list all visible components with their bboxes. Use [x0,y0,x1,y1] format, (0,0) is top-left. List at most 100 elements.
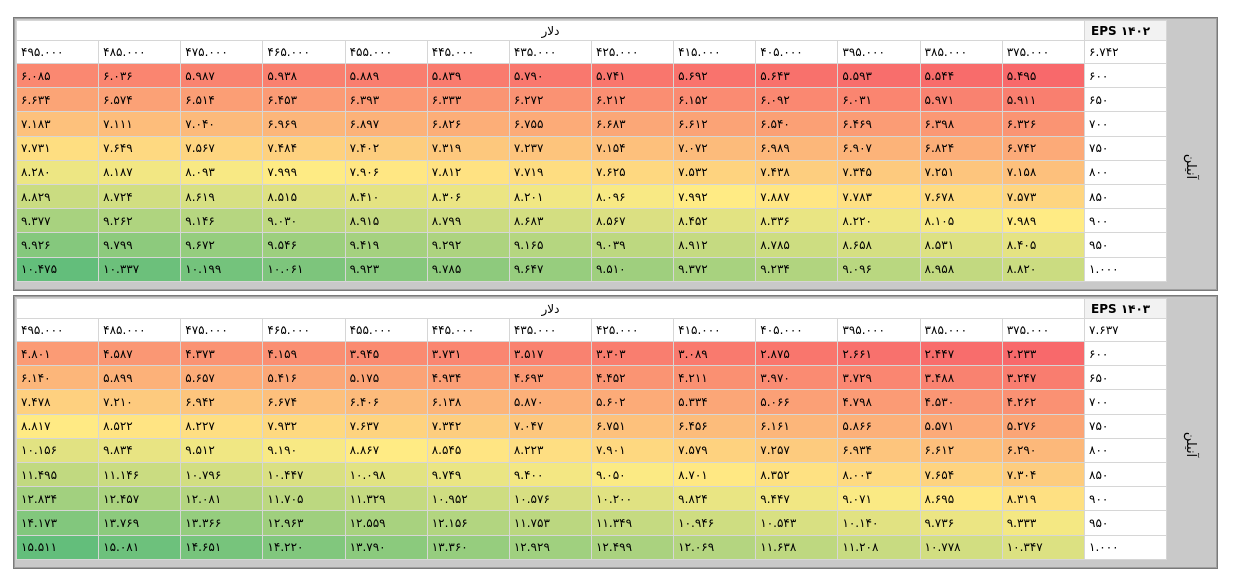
eps-label: EPS ۱۴۰۲ [1083,20,1168,41]
table-cell: ۶.۲۹۰ [1001,437,1086,463]
table-cell: ۱۰.۹۴۶ [673,510,757,536]
table-cell: ۵.۵۴۴ [919,62,1003,89]
table-cell: ۷.۹۰۶ [344,159,428,185]
table-cell: ۸.۳۵۲ [755,461,839,488]
table-cell: ۶.۷۵۱ [590,413,675,439]
table-cell: ۶.۲۱۲ [590,87,675,113]
table-cell: ۶.۶۱۲ [673,111,757,137]
column-header: ۴۵۵.۰۰۰ [344,40,428,64]
base-eps-value: ۷.۶۳۷ [1083,318,1168,342]
table-cell: ۱۱.۴۹۵ [15,461,100,488]
table-cell: ۸.۶۸۳ [508,208,592,234]
table-cell: ۷.۱۱۱ [98,111,182,137]
table-cell: ۷.۲۳۷ [508,135,592,161]
table-cell: ۸.۶۵۸ [837,232,921,258]
base-eps-value: ۶.۷۴۲ [1083,40,1168,64]
table-cell: ۷.۴۳۸ [755,159,839,185]
table-cell: ۳.۹۴۵ [344,340,428,367]
table-cell: ۱۰.۷۷۸ [919,534,1003,560]
column-header: ۴۱۵.۰۰۰ [673,40,757,64]
column-header: ۴۷۵.۰۰۰ [180,318,264,342]
column-header: ۴۹۵.۰۰۰ [15,318,100,342]
table-cell: ۶.۸۲۴ [919,135,1003,161]
table-cell: ۵.۰۶۶ [755,389,839,415]
table-cell: ۹.۴۴۷ [755,486,839,512]
table-cell: ۸.۵۳۱ [919,232,1003,258]
table-row: ۹.۳۷۷ ۹.۲۶۲ ۹.۱۴۶ ۹.۰۳۰ ۸.۹۱۵ ۸.۷۹۹ ۸.۶۸۳ ۸.۵۶۷… [15,208,1168,234]
column-header: ۴۳۵.۰۰۰ [508,318,592,342]
table-cell: ۵.۶۵۷ [180,365,264,391]
table-cell: ۶.۹۳۴ [837,437,921,463]
table-cell: ۷.۸۸۷ [755,183,839,210]
table-cell: ۶.۳۹۸ [919,111,1003,137]
table-cell: ۷.۴۸۴ [262,135,346,161]
eps-1403-table: دلار EPS ۱۴۰۳ ۴۹۵.۰۰۰ ۴۸۵.۰۰۰ ۴۷۵.۰۰۰ ۴۶۵.۰۰۰… [15,298,1168,566]
table-cell: ۶.۴۵۳ [262,87,346,113]
table-cell: ۵.۶۹۲ [673,62,757,89]
table-cell: ۱۲.۴۵۷ [98,486,182,512]
column-header: ۴۴۵.۰۰۰ [426,40,510,64]
table-cell: ۵.۷۹۰ [508,62,592,89]
table-cell: ۱۱.۷۵۳ [508,510,592,536]
eps-1402-table: دلار EPS ۱۴۰۲ ۴۹۵.۰۰۰ ۴۸۵.۰۰۰ ۴۷۵.۰۰۰ ۴۶۵.۰۰۰… [15,20,1168,288]
column-header: ۴۸۵.۰۰۰ [98,318,182,342]
table-cell: ۳.۰۸۹ [673,340,757,367]
table-cell: ۹.۹۲۳ [344,256,428,282]
table-cell: ۶.۰۸۵ [15,62,100,89]
table-cell: ۶.۶۳۴ [15,87,100,113]
table-cell: ۸.۹۱۵ [344,208,428,234]
column-header: ۳۷۵.۰۰۰ [1001,40,1086,64]
table-cell: ۷.۶۴۹ [98,135,182,161]
table-cell: ۱۰.۴۴۷ [262,461,346,488]
currency-label: دلار [16,298,1085,319]
table-cell: ۸.۱۸۷ [98,159,182,185]
column-header-row: ۴۹۵.۰۰۰ ۴۸۵.۰۰۰ ۴۷۵.۰۰۰ ۴۶۵.۰۰۰ ۴۵۵.۰۰۰ ۴۴۵.۰… [15,40,1168,64]
table-cell: ۹.۵۱۲ [180,437,264,463]
table-row: ۱۱.۴۹۵ ۱۱.۱۴۶ ۱۰.۷۹۶ ۱۰.۴۴۷ ۱۰.۰۹۸ ۹.۷۴۹ ۹.۴۰۰… [15,461,1168,488]
table-cell: ۳.۲۴۷ [1001,365,1086,391]
table-cell: ۷.۳۴۲ [426,413,510,439]
table-cell: ۶.۸۹۷ [344,111,428,137]
table-row: ۴.۸۰۱ ۴.۵۸۷ ۴.۳۷۳ ۴.۱۵۹ ۳.۹۴۵ ۳.۷۳۱ ۳.۵۱۷ ۳.۳۰۳… [15,340,1168,367]
column-header: ۴۲۵.۰۰۰ [590,318,675,342]
table-cell: ۶.۶۷۴ [262,389,346,415]
column-header: ۴۶۵.۰۰۰ [262,318,346,342]
table-cell: ۶.۱۳۸ [426,389,510,415]
table-cell: ۳.۳۰۳ [590,340,675,367]
table-cell: ۶.۷۴۲ [1001,135,1086,161]
table-cell: ۱۲.۰۸۱ [180,486,264,512]
column-header: ۴۹۵.۰۰۰ [15,40,100,64]
table-cell: ۹.۰۷۱ [837,486,921,512]
table-cell: ۱۰.۰۶۱ [262,256,346,282]
row-header: ۹۰۰ [1083,486,1168,512]
table-cell: ۶.۷۵۵ [508,111,592,137]
table-cell: ۷.۹۹۲ [673,183,757,210]
table-cell: ۹.۱۹۰ [262,437,346,463]
table-cell: ۷.۳۱۹ [426,135,510,161]
table-cell: ۷.۳۰۴ [1001,461,1086,488]
table-cell: ۴.۴۵۲ [590,365,675,391]
table-cell: ۸.۴۰۵ [1001,232,1086,258]
table-cell: ۹.۵۴۶ [262,232,346,258]
table-row: ۱۴.۱۷۳ ۱۳.۷۶۹ ۱۳.۳۶۶ ۱۲.۹۶۳ ۱۲.۵۵۹ ۱۲.۱۵۶ ۱۱.۷… [15,510,1168,536]
table-cell: ۹.۶۷۲ [180,232,264,258]
table-cell: ۲.۴۴۷ [919,340,1003,367]
table-cell: ۷.۵۷۹ [673,437,757,463]
table-cell: ۹.۴۰۰ [508,461,592,488]
row-header: ۶۰۰ [1083,340,1168,367]
table-cell: ۸.۶۱۹ [180,183,264,210]
table-cell: ۷.۵۶۷ [180,135,264,161]
table-cell: ۷.۲۵۷ [755,437,839,463]
table-cell: ۷.۰۴۷ [508,413,592,439]
table-cell: ۶.۸۲۶ [426,111,510,137]
table-cell: ۴.۹۳۴ [426,365,510,391]
table-cell: ۴.۶۹۳ [508,365,592,391]
table-cell: ۱۴.۱۷۳ [15,510,100,536]
table-cell: ۷.۶۵۴ [919,461,1003,488]
table-cell: ۹.۷۳۶ [919,510,1003,536]
table-cell: ۹.۷۹۹ [98,232,182,258]
table-cell: ۸.۲۲۳ [508,437,592,463]
table-row: ۶.۶۳۴ ۶.۵۷۴ ۶.۵۱۴ ۶.۴۵۳ ۶.۳۹۳ ۶.۳۳۳ ۶.۲۷۲ ۶.۲۱۲… [15,87,1168,113]
table-cell: ۸.۱۰۵ [919,208,1003,234]
table-cell: ۱۰.۷۹۶ [180,461,264,488]
